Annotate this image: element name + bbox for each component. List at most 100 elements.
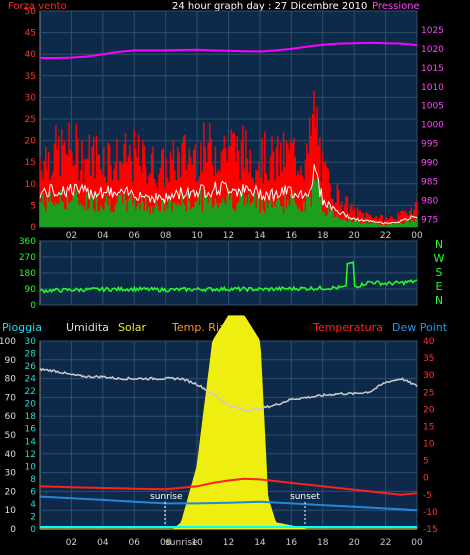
temperature-tick-label: 15	[423, 422, 434, 432]
wind-tick-label: 0	[30, 223, 36, 233]
solar-tick-label: 6	[30, 487, 36, 497]
wind-average-series	[39, 178, 418, 227]
wind-tick-label: 45	[25, 29, 36, 39]
wind-tick-label: 20	[25, 137, 37, 147]
sunrise-label: sunrise	[150, 492, 183, 502]
direction-tick-label: 180	[19, 269, 36, 279]
solar-tick-label: 24	[25, 375, 37, 385]
time-tick-label: 12	[223, 231, 234, 241]
pressure-tick-label: 995	[421, 140, 438, 150]
wind-tick-label: 15	[25, 158, 36, 168]
wind-tick-label: 50	[25, 7, 37, 17]
temperature-tick-label: -5	[423, 491, 432, 501]
sunset-label: sunset	[290, 492, 320, 502]
legend-solar: Solar	[118, 321, 147, 334]
solar-tick-label: 30	[25, 337, 37, 347]
time-tick-label: 16	[286, 538, 298, 548]
humidity-tick-label: 60	[5, 412, 17, 422]
solar-tick-label: 0	[30, 525, 36, 535]
humidity-tick-label: 30	[5, 469, 17, 479]
solar-series	[40, 315, 417, 530]
temperature-axis-ticks: -15 -10 -5 0 5 10 15 20 25 30 35 40	[423, 337, 438, 535]
wind-time-ticks: 02 04 06 08 10 12 14 16 18 20 22 00	[66, 231, 423, 241]
temperature-series	[39, 477, 418, 496]
solar-tick-label: 4	[30, 500, 36, 510]
time-tick-label: 14	[254, 231, 266, 241]
time-tick-label: 12	[223, 538, 234, 548]
compass-letter: E	[436, 280, 443, 293]
dew-point-series	[39, 495, 418, 512]
time-tick-label: 18	[317, 538, 329, 548]
direction-series	[39, 260, 418, 294]
time-tick-label: 22	[380, 538, 391, 548]
wind-axis-ticks: 0 5 10 15 20 25 30 35 40 45 50	[25, 7, 37, 233]
legend-temperatura: Temperatura	[312, 321, 383, 334]
humidity-tick-label: 70	[5, 393, 17, 403]
temperature-tick-label: 5	[423, 457, 429, 467]
direction-tick-label: 0	[30, 301, 36, 311]
time-tick-label: 10	[191, 231, 203, 241]
time-tick-label: 14	[254, 538, 266, 548]
time-tick-label: 00	[411, 231, 423, 241]
humidity-tick-label: 100	[0, 337, 16, 347]
wind-tick-label: 25	[25, 115, 36, 125]
humidity-tick-label: 50	[5, 431, 17, 441]
direction-tick-label: 270	[19, 253, 36, 263]
compass-letter: N	[435, 294, 443, 307]
solar-tick-label: 12	[25, 450, 36, 460]
legend-umidita: Umidita	[66, 321, 109, 334]
solar-tick-label: 20	[25, 400, 37, 410]
pressure-tick-label: 1000	[421, 121, 444, 131]
pressure-tick-label: 980	[421, 196, 438, 206]
humidity-tick-label: 90	[5, 356, 17, 366]
pressure-tick-label: 975	[421, 215, 438, 225]
temperature-tick-label: 40	[423, 337, 435, 347]
solar-tick-label: 16	[25, 425, 37, 435]
humidity-tick-label: 10	[5, 506, 17, 516]
pressure-axis-ticks: 975 980 985 990 995 1000 1005 1010 1015 1020 1025	[421, 26, 444, 225]
time-tick-label: 08	[160, 538, 172, 548]
solar-tick-label: 26	[25, 362, 37, 372]
compass-letter: S	[436, 266, 443, 279]
time-tick-label: 04	[97, 538, 109, 548]
header-pressure-label: Pressione	[372, 1, 420, 12]
temperature-tick-label: 10	[423, 440, 435, 450]
pressure-tick-label: 1025	[421, 26, 444, 36]
pressure-tick-label: 1010	[421, 83, 444, 93]
solar-tick-label: 22	[25, 387, 36, 397]
legend-pioggia: Pioggia	[2, 321, 42, 334]
time-tick-label: 02	[66, 231, 77, 241]
humidity-tick-label: 80	[5, 375, 17, 385]
pressure-series	[40, 41, 418, 59]
time-tick-label: 02	[66, 538, 77, 548]
wind-tick-label: 5	[30, 201, 36, 211]
temperature-tick-label: 35	[423, 354, 434, 364]
time-tick-label: 20	[348, 538, 360, 548]
temperature-tick-label: 25	[423, 388, 434, 398]
solar-tick-label: 14	[25, 437, 37, 447]
time-tick-label: 06	[129, 231, 141, 241]
wind-tick-label: 30	[25, 93, 37, 103]
temperature-tick-label: 20	[423, 405, 435, 415]
humidity-tick-label: 20	[5, 487, 17, 497]
wind-speed-line	[39, 164, 417, 225]
compass-letter: W	[434, 252, 445, 265]
wind-tick-label: 10	[25, 180, 37, 190]
time-tick-label: 22	[380, 231, 391, 241]
time-tick-label: 04	[97, 231, 109, 241]
wind-tick-label: 35	[25, 72, 36, 82]
direction-tick-label: 360	[19, 237, 36, 247]
compass-letter: N	[435, 238, 443, 251]
header-title: 24 hour graph day : 27 Dicembre 2010	[172, 1, 367, 12]
pressure-tick-label: 985	[421, 178, 438, 188]
time-tick-label: 16	[286, 231, 298, 241]
solar-tick-label: 2	[30, 512, 36, 522]
time-tick-label: 06	[129, 538, 141, 548]
pressure-tick-label: 1005	[421, 102, 444, 112]
time-tick-label: 08	[160, 231, 172, 241]
solar-tick-label: 18	[25, 412, 37, 422]
direction-tick-label: 90	[25, 285, 37, 295]
